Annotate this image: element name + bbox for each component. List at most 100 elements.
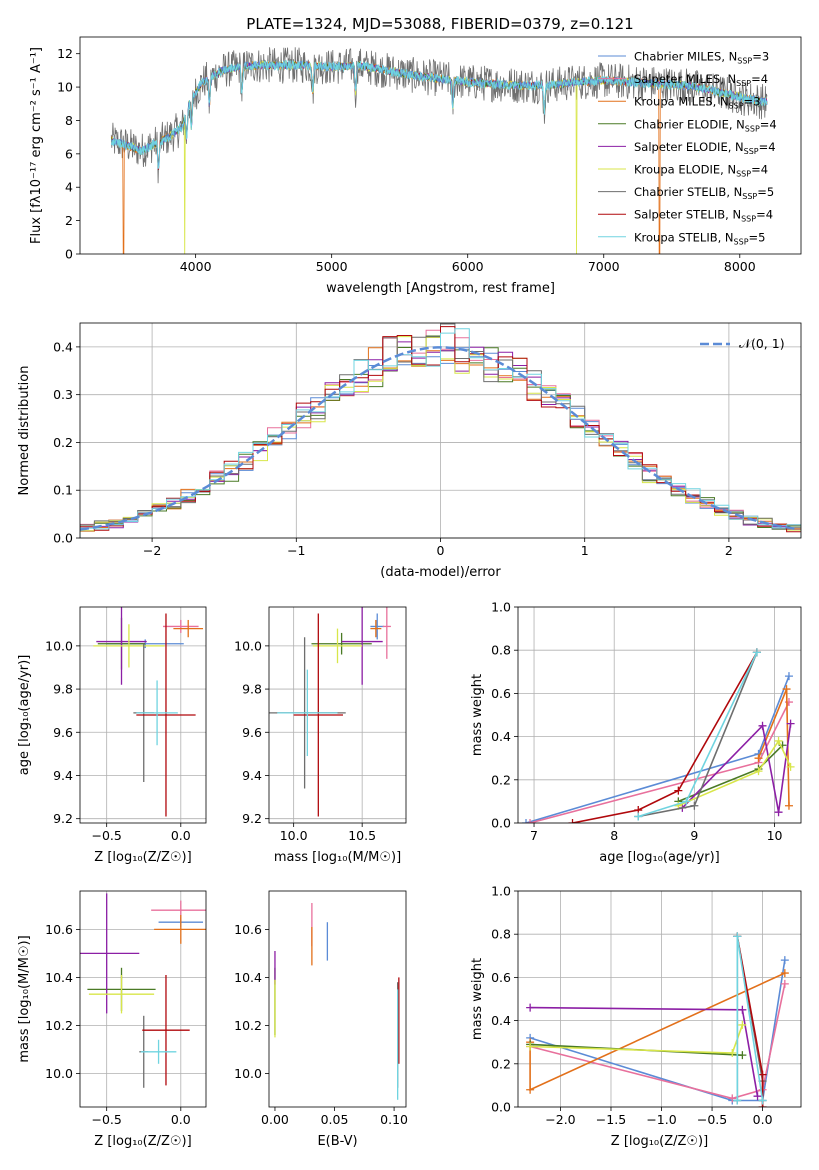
legend-sub: SSP [736,79,751,88]
axes-frame [79,890,207,1108]
series-line-kroupa_stelib [736,936,764,1101]
series-marker-kroupa_stelib [733,1096,742,1105]
legend-label-kroupa_elodie: Kroupa ELODIE, NSSP=4 [634,163,768,179]
axes-age_vs_Z: −0.5 0.0 9.2 9.4 9.6 9.8 10.0 Z [log₁₀(Z/Z☉)] ag… [17,606,207,865]
y-tick-label: 10 [57,80,73,95]
axes-frame [79,36,802,255]
axes-frame [517,606,802,824]
series-marker-salpeter_stelib [568,819,577,823]
legend-label-chabrier_elodie: Chabrier ELODIE, NSSP=4 [634,117,777,133]
series-line-kroupa_elodie [530,1024,744,1054]
y-tick-label: 0.3 [53,387,73,402]
y-tick-label: 0.4 [491,729,511,744]
series-marker-kroupa_stelib [752,648,761,657]
x-axis-label: E(B-V) [317,1134,357,1149]
series-line-kroupa_elodie [677,739,792,807]
series-marker-salpeter_elodie [753,1092,762,1101]
legend-text: =4 [759,140,776,154]
plot-area [80,323,801,538]
series-line-salpeter_miles [529,701,790,823]
series-marker-chabrier_miles [522,819,531,823]
axes-massweight_vs_Z: −2.0 −1.5 −1.0 −0.5 0.0 0.0 0.2 0.4 0.6 0.8 1.0 Z [… [470,884,802,1149]
plot-area [274,903,400,1100]
legend-sub: SSP [737,57,752,66]
legend-text: =4 [760,117,777,131]
y-tick-label: 10.4 [45,970,73,985]
axes-group: 4000 5000 6000 7000 8000024681012wavelength … [17,36,802,1149]
legend-text: =4 [751,163,768,177]
legend-text: Chabrier ELODIE, N [634,117,745,131]
x-tick-label: 6000 [452,259,484,274]
x-tick-label: 7000 [588,259,620,274]
plot-area [80,893,206,1088]
series-marker-kroupa_elodie [526,1042,535,1051]
series-marker-kroupa_miles [754,754,763,763]
histogram-kroupa_stelib [80,328,801,538]
legend-text: =4 [756,208,773,222]
plot-area [269,607,391,817]
x-tick-label: 0.0 [753,1112,773,1127]
y-axis-label: Flux [fλ10⁻¹⁷ erg cm⁻² s⁻¹ A⁻¹] [29,47,44,244]
series-line-salpeter_miles [529,983,786,1100]
series-marker-kroupa_stelib [733,932,742,941]
y-axis-label: mass [log₁₀(M/M☉)] [17,935,32,1062]
axes-mass_vs_Z: −0.5 0.0 10.0 10.2 10.4 10.6 Z [log₁₀(Z/Z☉)] ma… [17,890,207,1149]
series-marker-kroupa_miles [780,969,789,978]
series-line-salpeter_elodie [681,723,792,813]
series-marker-salpeter_elodie [774,808,783,817]
x-axis-label: wavelength [Angstrom, rest frame] [326,281,555,296]
legend-text: Salpeter ELODIE, N [634,140,744,154]
legend-text: Chabrier STELIB, N [634,185,742,199]
x-axis-label: Z [log₁₀(Z/Z☉)] [94,1134,191,1149]
series-marker-kroupa_elodie [774,736,783,745]
x-tick-label: 9 [690,828,698,843]
axes-frame [268,606,407,824]
x-tick-label: 10 [767,828,783,843]
x-axis-label: Z [log₁₀(Z/Z☉)] [94,850,191,865]
legend-label-salpeter_elodie: Salpeter ELODIE, NSSP=4 [634,140,776,156]
x-tick-label: 0.00 [261,1112,289,1127]
legend-text: Salpeter STELIB, N [634,208,741,222]
y-tick-label: 0.4 [491,1013,511,1028]
y-tick-label: 0 [65,247,73,262]
legend-text: =5 [749,230,766,244]
y-tick-label: 10.0 [45,1066,73,1081]
y-tick-label: 0.8 [491,927,511,942]
series-marker-kroupa_elodie [754,767,763,776]
y-tick-label: 1.0 [491,884,511,899]
series-marker-salpeter_stelib [758,1070,767,1079]
legend-sub: SSP [742,192,757,201]
legend-sub: SSP [734,237,749,246]
x-axis-label: mass [log₁₀(M/M☉)] [274,850,401,865]
x-tick-label: 4000 [180,259,212,274]
y-tick-label: 0.1 [53,483,73,498]
series-line-salpeter_stelib [572,652,758,823]
y-tick-label: 10.0 [234,638,262,653]
y-tick-label: 0.4 [53,339,73,354]
axes-frame [517,890,802,1108]
y-tick-label: 0.0 [491,1100,511,1115]
normal-curve [80,346,799,531]
y-tick-label: 0.6 [491,970,511,985]
y-tick-label: 0.6 [491,686,511,701]
y-tick-label: 10.2 [45,1018,73,1033]
x-tick-label: −0.5 [92,828,122,843]
y-tick-label: 10.6 [45,922,73,937]
legend-text: Kroupa STELIB, N [634,230,734,244]
y-tick-label: 10.4 [234,970,262,985]
series-marker-salpeter_elodie [758,721,767,730]
y-tick-label: 8 [65,113,73,128]
series-marker-kroupa_stelib [758,1096,767,1105]
x-tick-label: 0.05 [321,1112,349,1127]
axes-age_vs_mass: 10.0 10.5 9.2 9.4 9.6 9.8 10.0 mass [log₁₀(M/M☉… [234,606,407,865]
series-marker-kroupa_elodie [786,762,795,771]
legend-label-chabrier_miles: Chabrier MILES, NSSP=3 [634,50,769,66]
x-tick-label: −0.5 [92,1112,122,1127]
x-tick-label: 2 [725,543,733,558]
x-tick-label: −1.0 [646,1112,676,1127]
x-tick-label: 0.10 [380,1112,408,1127]
series-marker-salpeter_elodie [738,1005,747,1014]
spectrum-line-kroupa_stelib [110,59,768,170]
legend-text: Kroupa ELODIE, N [634,163,736,177]
series-marker-kroupa_miles [526,1085,535,1094]
